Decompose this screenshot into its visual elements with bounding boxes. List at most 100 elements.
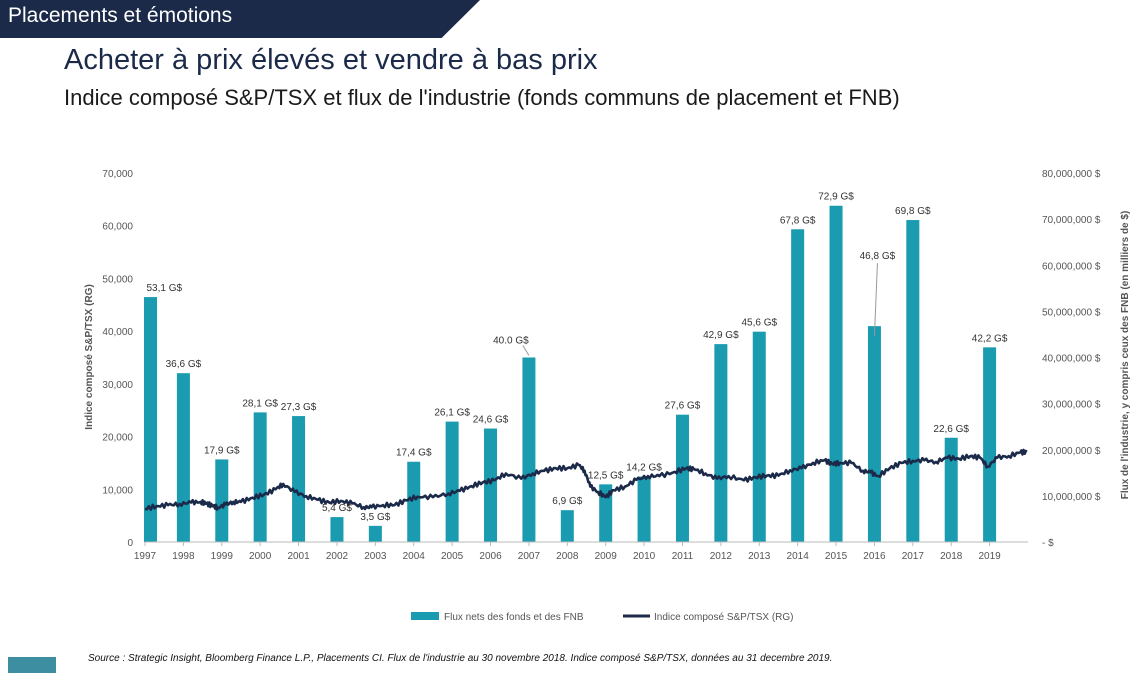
bar-value-label: 6,9 G$	[552, 496, 582, 507]
bar-value-label: 42,9 G$	[703, 330, 739, 341]
bar-value-label: 53,1 G$	[147, 283, 183, 294]
bar	[867, 326, 881, 542]
right-tick-label: 40,000,000 $	[1042, 354, 1101, 365]
bar	[906, 220, 920, 543]
bar-value-label: 72,9 G$	[818, 192, 854, 203]
right-axis: - $ 10,000,000 $ 20,000,000 $ 30,000,000 $ 4…	[1042, 169, 1101, 549]
x-tick-label: 2003	[364, 551, 387, 562]
legend-line-label: Indice composé S&P/TSX (RG)	[654, 612, 794, 623]
x-axis: 1997 1998 1999 2000 2001 2002 2003 2004 2005 2006…	[134, 541, 1028, 562]
x-tick-label: 2000	[249, 551, 272, 562]
section-tag: Placements et émotions	[0, 0, 480, 38]
chart-legend: Flux nets des fonds et des FNB Indice co…	[411, 612, 794, 623]
right-tick-label: - $	[1042, 538, 1054, 549]
bar-value-label: 3,5 G$	[360, 512, 390, 523]
right-tick-label: 60,000,000 $	[1042, 261, 1101, 272]
left-axis-title: Indice composé S&P/TSX (RG)	[84, 284, 95, 430]
bar-value-label: 24,6 G$	[473, 415, 509, 426]
bar-series	[144, 205, 997, 543]
page-title: Acheter à prix élevés et vendre à bas pr…	[64, 44, 598, 76]
x-tick-label: 2004	[403, 551, 426, 562]
right-tick-label: 70,000,000 $	[1042, 215, 1101, 226]
x-tick-label: 2019	[978, 551, 1001, 562]
bar-value-label: 27,6 G$	[665, 401, 701, 412]
bar-value-label: 45,6 G$	[741, 318, 777, 329]
bar	[829, 205, 843, 542]
left-tick-label: 60,000	[102, 222, 133, 233]
legend-bar-swatch	[411, 612, 439, 620]
x-tick-label: 2002	[326, 551, 349, 562]
bar-value-label: 27,3 G$	[281, 402, 317, 413]
bar-value-label: 14,2 G$	[626, 463, 662, 474]
x-tick-label: 2008	[556, 551, 579, 562]
right-tick-label: 10,000,000 $	[1042, 492, 1101, 503]
bar-value-label: 40.0 G$	[493, 336, 529, 347]
bar	[944, 437, 958, 542]
bar-value-label: 36,6 G$	[166, 359, 202, 370]
bar	[752, 331, 766, 542]
line-series	[144, 448, 1028, 511]
bar-data-labels: 53,1 G$ 36,6 G$ 17,9 G$ 28,1 G$ 27,3 G$ 5,4 G…	[147, 192, 1008, 523]
left-tick-label: 0	[127, 538, 133, 549]
bar-value-label: 12,5 G$	[588, 470, 624, 481]
x-tick-label: 2017	[902, 551, 925, 562]
footer-color-block	[8, 657, 56, 673]
x-tick-label: 2009	[595, 551, 618, 562]
bar	[176, 373, 190, 542]
bar	[675, 414, 689, 542]
x-tick-label: 2016	[863, 551, 886, 562]
bar	[215, 459, 229, 542]
right-axis-title: Flux de l'industrie, y compris ceux des …	[1120, 211, 1131, 500]
bar-value-label: 42,2 G$	[972, 333, 1008, 344]
source-note: Source : Strategic Insight, Bloomberg Fi…	[88, 653, 833, 664]
x-tick-label: 2007	[518, 551, 541, 562]
bar	[484, 428, 498, 542]
x-tick-label: 2012	[710, 551, 733, 562]
right-tick-label: 80,000,000 $	[1042, 169, 1101, 180]
bar	[445, 421, 459, 542]
bar	[292, 416, 306, 542]
combo-chart: 53,1 G$ 36,6 G$ 17,9 G$ 28,1 G$ 27,3 G$ 5,4 G…	[84, 169, 1131, 623]
bar	[368, 525, 382, 542]
x-tick-label: 2006	[479, 551, 502, 562]
bar	[983, 347, 997, 542]
left-tick-label: 40,000	[102, 327, 133, 338]
right-tick-label: 20,000,000 $	[1042, 446, 1101, 457]
bar-value-label: 28,1 G$	[242, 398, 278, 409]
section-tag-label: Placements et émotions	[8, 4, 233, 27]
bar-value-label: 69,8 G$	[895, 206, 931, 217]
x-tick-label: 2013	[748, 551, 771, 562]
bar	[522, 357, 536, 542]
bar	[637, 476, 651, 542]
left-tick-label: 70,000	[102, 169, 133, 180]
x-tick-label: 2014	[787, 551, 810, 562]
bar	[714, 344, 728, 542]
x-tick-label: 1998	[172, 551, 195, 562]
legend-bar-label: Flux nets des fonds et des FNB	[444, 612, 584, 623]
x-tick-label: 1997	[134, 551, 157, 562]
x-tick-label: 2011	[672, 551, 694, 562]
bar	[144, 297, 157, 542]
page-subtitle: Indice composé S&P/TSX et flux de l'indu…	[64, 85, 900, 110]
bar-value-label: 5,4 G$	[322, 503, 352, 514]
bar	[560, 510, 574, 542]
left-axis: 0 10,000 20,000 30,000 40,000 50,000 60,000 70,…	[102, 169, 133, 549]
bar-value-label: 17,4 G$	[396, 448, 432, 459]
bar	[330, 517, 344, 542]
left-tick-label: 50,000	[102, 274, 133, 285]
x-tick-label: 2018	[940, 551, 963, 562]
bar-value-label: 26,1 G$	[434, 408, 470, 419]
index-line	[144, 448, 1028, 511]
x-tick-label: 2001	[287, 551, 310, 562]
bar-value-label: 46,8 G$	[860, 251, 896, 262]
bar-value-label: 67,8 G$	[780, 215, 816, 226]
label-leader-line	[522, 345, 530, 356]
bar	[253, 412, 267, 542]
left-tick-label: 20,000	[102, 433, 133, 444]
bar	[791, 229, 805, 542]
bar	[599, 484, 613, 542]
x-tick-label: 1999	[211, 551, 234, 562]
x-tick-label: 2010	[633, 551, 656, 562]
left-tick-label: 10,000	[102, 485, 133, 496]
label-leader-line	[873, 263, 878, 337]
